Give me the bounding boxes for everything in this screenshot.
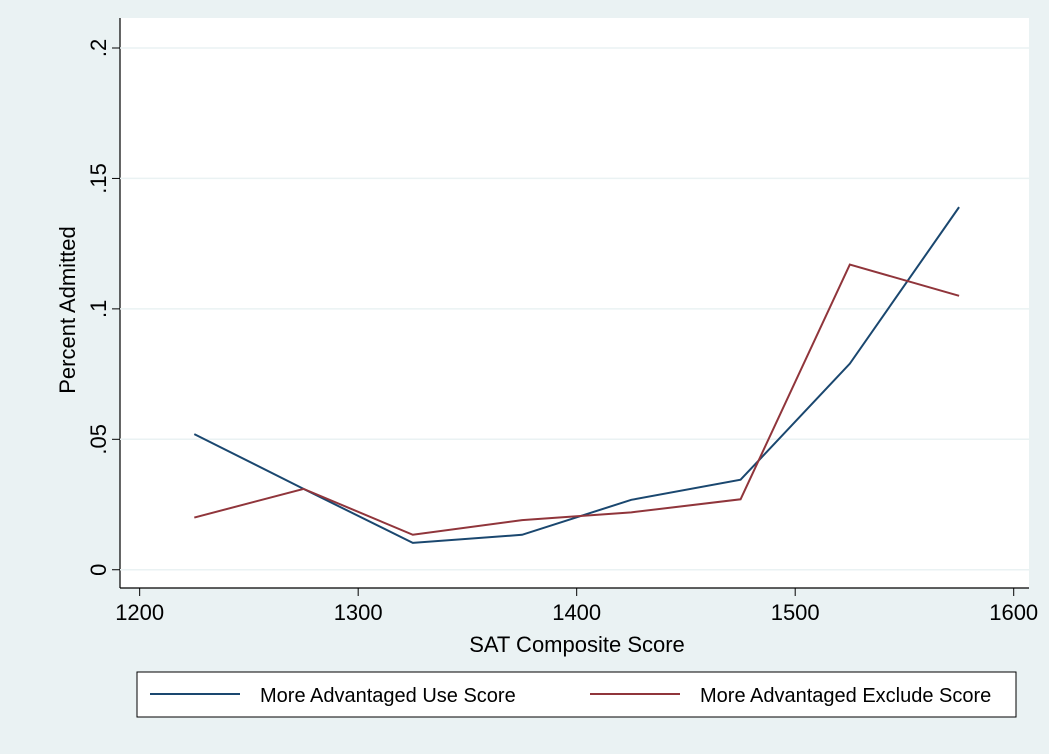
y-tick-label: .1 — [86, 300, 111, 318]
series-line — [194, 263, 960, 536]
x-tick-label: 1300 — [334, 600, 383, 625]
series-line — [193, 206, 960, 544]
y-axis-title: Percent Admitted — [55, 226, 80, 394]
y-tick-label: 0 — [86, 564, 111, 576]
legend-box — [136, 671, 1017, 718]
y-tick-label: .05 — [86, 424, 111, 455]
plot-area — [120, 18, 1029, 588]
x-tick-label: 1200 — [115, 600, 164, 625]
y-tick-label: .2 — [86, 39, 111, 57]
x-tick-label: 1600 — [989, 600, 1038, 625]
x-axis-title: SAT Composite Score — [469, 632, 685, 657]
legend-label: More Advantaged Exclude Score — [700, 685, 991, 707]
legend-label: More Advantaged Use Score — [260, 685, 516, 707]
x-tick-label: 1500 — [771, 600, 820, 625]
x-tick-label: 1400 — [552, 600, 601, 625]
y-tick-label: .15 — [86, 163, 111, 194]
